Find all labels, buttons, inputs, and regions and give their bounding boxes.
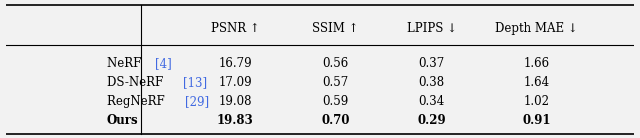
Text: 17.09: 17.09 [218, 76, 252, 89]
Text: [13]: [13] [182, 76, 207, 89]
Text: 16.79: 16.79 [218, 57, 252, 70]
Text: RegNeRF: RegNeRF [107, 95, 168, 108]
Text: Depth MAE ↓: Depth MAE ↓ [495, 22, 578, 35]
Text: Ours: Ours [107, 114, 138, 127]
Text: 0.57: 0.57 [323, 76, 349, 89]
Text: 1.66: 1.66 [524, 57, 550, 70]
Text: 0.34: 0.34 [419, 95, 445, 108]
Text: [4]: [4] [155, 57, 172, 70]
Text: 19.83: 19.83 [217, 114, 253, 127]
Text: 19.08: 19.08 [219, 95, 252, 108]
Text: LPIPS ↓: LPIPS ↓ [406, 22, 457, 35]
Text: 0.56: 0.56 [323, 57, 349, 70]
Text: SSIM ↑: SSIM ↑ [312, 22, 359, 35]
Text: 0.70: 0.70 [321, 114, 350, 127]
Text: 0.29: 0.29 [417, 114, 446, 127]
Text: DS-NeRF: DS-NeRF [107, 76, 167, 89]
Text: 0.38: 0.38 [419, 76, 445, 89]
Text: 0.37: 0.37 [419, 57, 445, 70]
Text: 1.02: 1.02 [524, 95, 549, 108]
Text: 1.64: 1.64 [524, 76, 550, 89]
Text: PSNR ↑: PSNR ↑ [211, 22, 260, 35]
Text: 0.59: 0.59 [323, 95, 349, 108]
Text: [29]: [29] [184, 95, 209, 108]
Text: NeRF: NeRF [107, 57, 145, 70]
Text: 0.91: 0.91 [522, 114, 550, 127]
